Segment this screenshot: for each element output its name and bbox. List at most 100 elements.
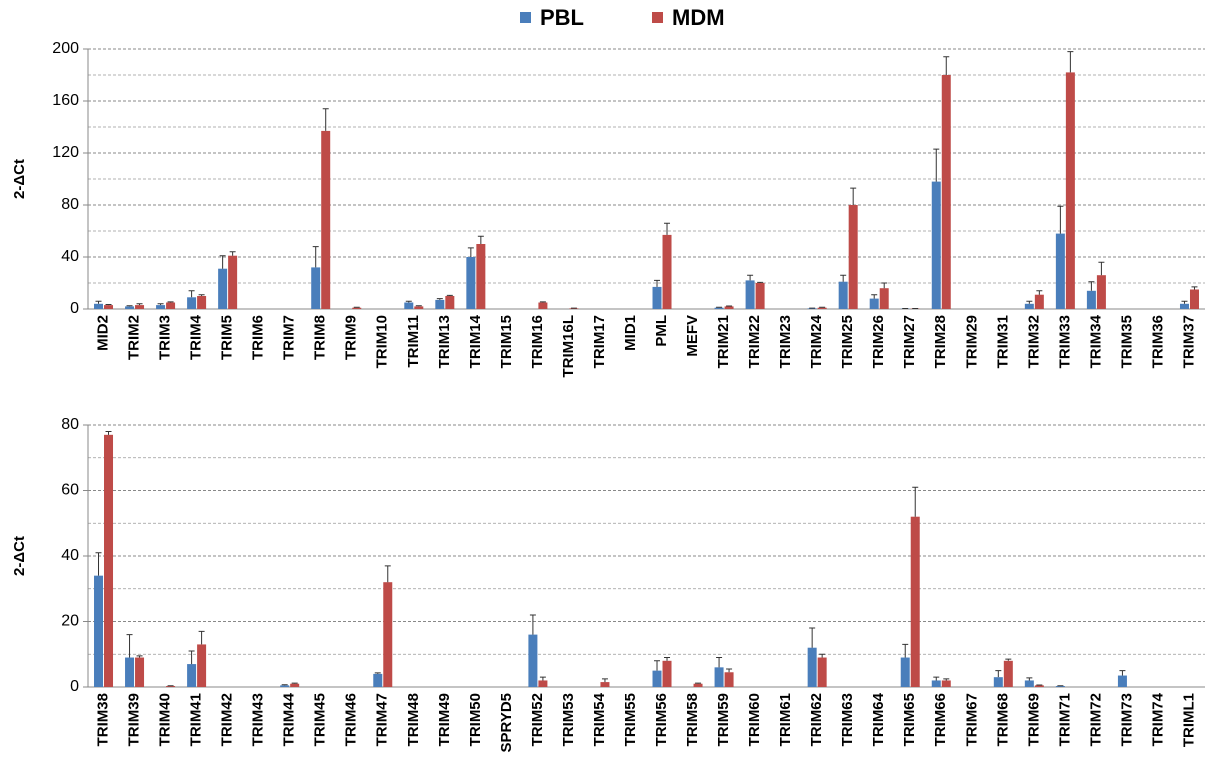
bar: [383, 582, 393, 687]
bar: [724, 672, 734, 687]
error-bar: [819, 653, 826, 658]
x-tick-label: TRIM41: [188, 693, 205, 746]
bar: [807, 308, 817, 309]
error-bar: [933, 676, 940, 681]
error-bar: [747, 274, 754, 281]
bar: [941, 680, 951, 687]
x-tick-label: TRIM48: [405, 693, 422, 746]
error-bar: [654, 660, 661, 671]
error-bar: [95, 552, 102, 576]
bar: [135, 657, 145, 687]
bar: [1117, 675, 1127, 687]
x-tick-label: TRIM29: [963, 315, 980, 368]
y-tick-label: 160: [52, 92, 79, 109]
error-bar: [695, 682, 702, 684]
error-bar: [436, 298, 443, 300]
x-tick-label: TRIM59: [715, 693, 732, 746]
x-tick-label: TRIM44: [281, 692, 298, 746]
bar: [352, 307, 362, 309]
x-tick-label: TRIM8: [312, 315, 329, 360]
bar: [373, 673, 383, 687]
x-tick-label: TRIM4: [188, 314, 205, 360]
bar: [311, 267, 321, 309]
error-bar: [374, 672, 381, 674]
x-tick-label: TRIM23: [777, 315, 794, 368]
error-bar: [539, 676, 546, 681]
error-bar: [136, 655, 143, 658]
bar: [1086, 290, 1096, 309]
error-bar: [281, 684, 288, 686]
legend-label: MDM: [672, 5, 725, 30]
error-bar: [809, 627, 816, 648]
error-bar: [126, 634, 133, 658]
x-tick-label: TRIM14: [467, 314, 484, 368]
bar: [714, 307, 724, 309]
bar: [569, 308, 579, 309]
bar: [187, 297, 197, 309]
error-bar: [1067, 51, 1074, 73]
x-tick-label: TRIM32: [1025, 315, 1042, 368]
bar: [1034, 685, 1044, 687]
x-tick-label: MID1: [622, 315, 639, 351]
x-tick-label: TRIM73: [1118, 693, 1135, 746]
x-tick-label: TRIM74: [1149, 692, 1166, 746]
x-tick-label: TRIM27: [901, 315, 918, 368]
bar: [166, 302, 176, 309]
x-tick-label: TRIM5: [219, 315, 236, 360]
bar: [94, 303, 104, 309]
x-tick-label: TRIM45: [312, 693, 329, 746]
x-tick-label: SPRYD5: [498, 693, 515, 752]
bar: [693, 683, 703, 687]
error-bar: [995, 670, 1002, 678]
error-bar: [157, 303, 164, 306]
bar: [290, 683, 300, 687]
y-axis-label: 2-ΔCt: [11, 159, 28, 199]
x-tick-label: TRIM34: [1087, 314, 1104, 368]
error-bar: [188, 650, 195, 665]
error-bar: [136, 303, 143, 306]
x-tick-label: TRIM9: [343, 315, 360, 360]
bar: [414, 306, 424, 309]
x-tick-label: TRIM66: [932, 693, 949, 746]
x-tick-label: TRIM28: [932, 315, 949, 368]
error-bar: [1026, 677, 1033, 681]
y-tick-label: 0: [70, 300, 79, 317]
error-bar: [871, 294, 878, 299]
bar: [321, 130, 331, 309]
x-tick-label: TRIM40: [157, 693, 174, 746]
bar: [724, 306, 734, 309]
x-tick-label: TRIM61: [777, 693, 794, 746]
bar: [197, 644, 207, 687]
x-tick-label: TRIM38: [94, 693, 111, 746]
x-tick-label: TRIM58: [684, 693, 701, 746]
x-tick-label: TRIM42: [219, 693, 236, 746]
bar: [1065, 72, 1075, 310]
x-tick-label: TRIM55: [622, 693, 639, 746]
error-bar: [167, 301, 174, 303]
bar: [1024, 680, 1034, 687]
x-tick-label: TRIM69: [1025, 693, 1042, 746]
x-tick-label: TRIM63: [839, 693, 856, 746]
y-tick-label: 80: [61, 196, 79, 213]
y-axis-label: 2-ΔCt: [11, 536, 28, 576]
x-tick-label: TRIM22: [746, 315, 763, 368]
x-tick-label: TRIM54: [591, 692, 608, 746]
bar: [662, 660, 672, 687]
error-bar: [716, 657, 723, 668]
bar: [1034, 294, 1044, 309]
bar: [280, 685, 290, 687]
error-bar: [757, 281, 764, 283]
error-bar: [198, 294, 205, 296]
bar: [879, 288, 889, 309]
error-bar: [850, 187, 857, 205]
error-bar: [1119, 670, 1126, 676]
bar: [652, 286, 662, 309]
x-tick-label: TRIM35: [1118, 315, 1135, 368]
bar: [125, 306, 135, 309]
error-bar: [726, 668, 733, 673]
x-tick-label: TRIM39: [126, 693, 143, 746]
error-bar: [477, 235, 484, 244]
error-bar: [1098, 261, 1105, 276]
error-bar: [105, 303, 112, 306]
